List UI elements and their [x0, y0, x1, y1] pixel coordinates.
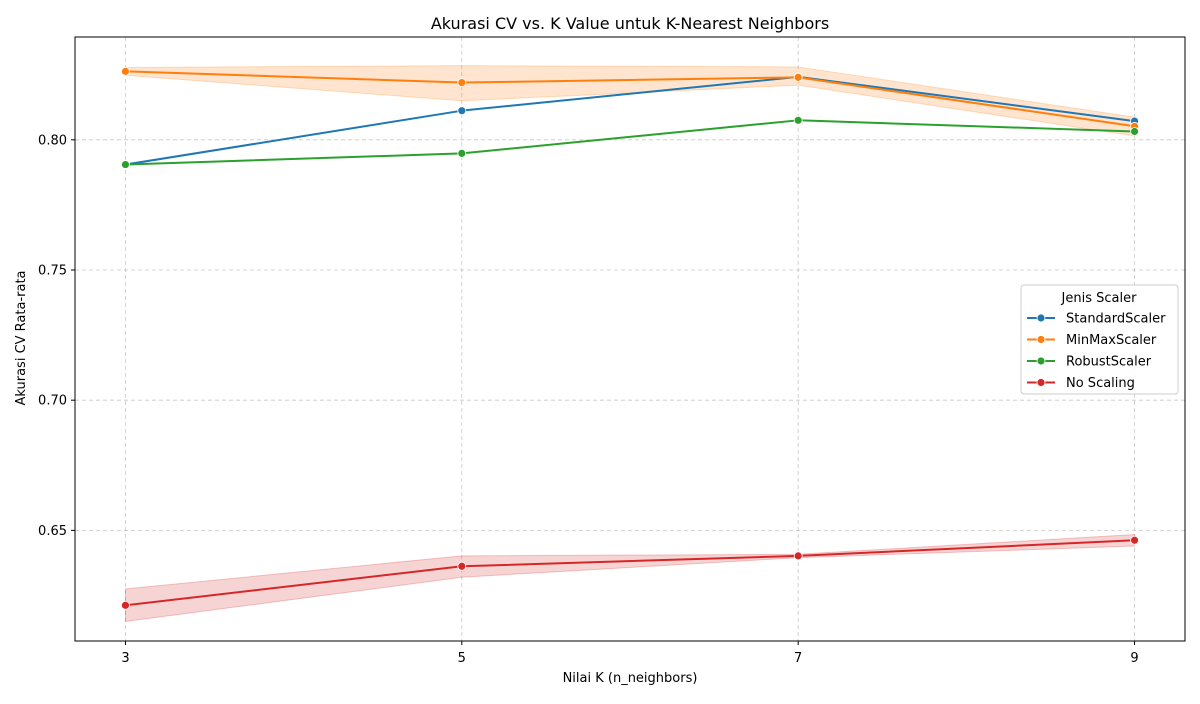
data-point-minmaxscaler [121, 66, 130, 76]
data-point-robustscaler [793, 115, 803, 125]
data-point-standardscaler [457, 106, 467, 116]
series-line-layer [125, 70, 1135, 607]
grid-layer [75, 37, 1185, 641]
y-tick-label: 0.75 [38, 264, 67, 279]
data-point-no-scaling [121, 600, 130, 610]
data-point-robustscaler [457, 148, 467, 158]
y-tick-label: 0.80 [38, 133, 67, 148]
axis-layer: 3 5 7 9 0.65 0.70 0.75 0.80 [38, 133, 1139, 666]
x-tick-label: 9 [1130, 651, 1138, 666]
y-axis-label: Akurasi CV Rata-rata [14, 270, 29, 405]
data-point-minmaxscaler [793, 72, 803, 82]
series-line-no-scaling [125, 539, 1135, 607]
legend-title: Jenis Scaler [1061, 291, 1138, 306]
data-point-no-scaling [793, 551, 803, 561]
x-tick-label: 3 [121, 651, 129, 666]
legend-swatch-marker-minmaxscaler [1036, 335, 1046, 344]
series-line-minmaxscaler [125, 70, 1135, 128]
ci-band-layer [124, 65, 1136, 623]
legend: Jenis Scaler StandardScaler MinMaxScaler R… [1020, 284, 1179, 395]
y-tick-label: 0.65 [38, 524, 67, 539]
legend-swatch-marker-no-scaling [1036, 378, 1046, 387]
legend-label-robustscaler: RobustScaler [1066, 355, 1152, 370]
legend-label-no-scaling: No Scaling [1066, 376, 1135, 391]
ci-band-no-scaling [124, 533, 1136, 623]
data-point-layer [121, 66, 1139, 610]
series-line-standardscaler [125, 75, 1135, 166]
legend-items: StandardScaler MinMaxScaler RobustScaler No… [1027, 312, 1166, 391]
legend-swatch-marker-standardscaler [1036, 313, 1046, 323]
x-tick-label: 5 [458, 651, 466, 666]
legend-swatch-marker-robustscaler [1036, 356, 1046, 366]
legend-label-standardscaler: StandardScaler [1066, 312, 1166, 327]
plot-frame [74, 36, 1186, 642]
x-tick-label: 7 [794, 651, 802, 666]
series-line-robustscaler [125, 119, 1135, 166]
data-point-robustscaler [1130, 127, 1139, 136]
legend-label-minmaxscaler: MinMaxScaler [1066, 333, 1157, 348]
legend-box [1020, 284, 1179, 395]
ci-band-minmaxscaler [124, 65, 1136, 137]
data-point-robustscaler [121, 160, 130, 169]
data-point-minmaxscaler [457, 78, 467, 87]
x-axis-label: Nilai K (n_neighbors) [563, 671, 698, 686]
y-tick-label: 0.70 [38, 394, 67, 409]
data-point-no-scaling [457, 561, 467, 571]
data-point-no-scaling [1130, 535, 1139, 545]
chart-title: Akurasi CV vs. K Value untuk K-Nearest N… [431, 14, 829, 33]
